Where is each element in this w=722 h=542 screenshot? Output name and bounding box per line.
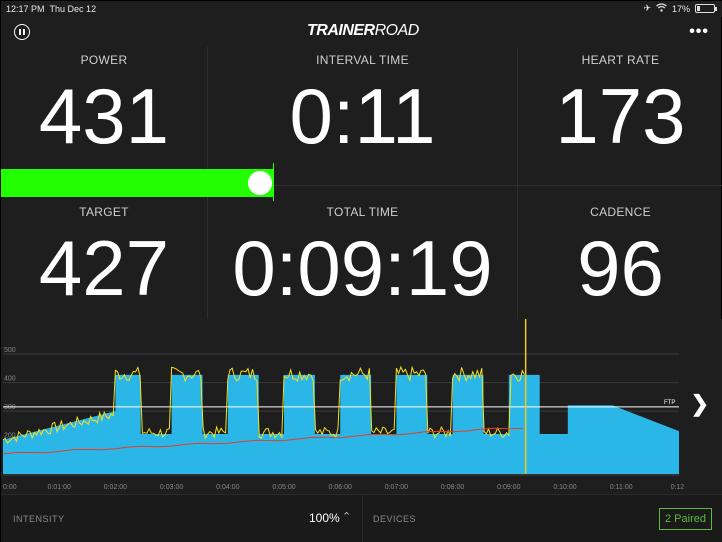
interval-time-label: INTERVAL TIME — [316, 53, 409, 67]
x-tick-label: 0:09:00 — [497, 484, 520, 491]
target-label: TARGET — [79, 205, 129, 219]
wifi-icon — [656, 3, 667, 14]
x-tick-label: 0:01:00 — [48, 484, 71, 491]
divider — [517, 47, 518, 319]
x-tick-label: 0:10:00 — [553, 484, 576, 491]
interval-time-metric: INTERVAL TIME 0:11 — [208, 53, 517, 155]
power-indicator-knob — [248, 171, 272, 195]
bottom-bar: INTENSITY 100% ⌃ DEVICES 2 Paired — [1, 494, 722, 542]
cadence-value: 96 — [577, 224, 664, 312]
x-tick-label: 0:00 — [3, 484, 17, 491]
paired-devices-button[interactable]: 2 Paired — [659, 508, 712, 530]
x-tick-label: 0:04:00 — [216, 484, 239, 491]
x-tick-label: 0:02:00 — [104, 484, 127, 491]
more-icon[interactable]: ••• — [689, 23, 709, 40]
status-right: ✈ 17% — [643, 3, 717, 14]
metrics-grid: POWER 431 INTERVAL TIME 0:11 HEART RATE … — [1, 47, 722, 319]
interval-time-value: 0:11 — [289, 72, 436, 160]
workout-profile-area — [3, 374, 679, 474]
heart-rate-label: HEART RATE — [581, 53, 660, 67]
x-tick-label: 0:05:00 — [272, 484, 295, 491]
target-metric: TARGET 427 — [1, 205, 207, 307]
power-target-bar — [1, 163, 274, 201]
total-time-metric: TOTAL TIME 0:09:19 — [208, 205, 517, 307]
y-tick-label: 500 — [4, 347, 16, 354]
workout-chart-svg: 500 400 300 200 FTP 0:00 0:01:00 0:02:00 0:03:00… — [2, 319, 685, 491]
heart-rate-value: 173 — [555, 72, 686, 160]
y-tick-label: 300 — [4, 404, 16, 411]
cadence-metric: CADENCE 96 — [518, 205, 722, 307]
airplane-icon: ✈ — [643, 3, 651, 13]
ftp-label: FTP — [664, 400, 675, 406]
workout-chart: 500 400 300 200 FTP 0:00 0:01:00 0:02:00 0:03:00… — [1, 319, 722, 494]
header: TRAINERROAD ••• — [1, 17, 722, 47]
power-label: POWER — [80, 53, 128, 67]
total-time-value: 0:09:19 — [232, 224, 493, 312]
cadence-label: CADENCE — [590, 205, 651, 219]
intensity-label: INTENSITY — [13, 514, 65, 524]
power-trace — [2, 365, 525, 444]
x-tick-label: 0:08:00 — [441, 484, 464, 491]
y-tick-label: 400 — [4, 376, 16, 383]
divider — [273, 185, 722, 186]
x-tick-label: 0:06:00 — [329, 484, 352, 491]
chevron-right-icon[interactable]: ❯ — [690, 391, 709, 416]
intensity-value[interactable]: 100% — [309, 511, 340, 525]
heart-rate-metric: HEART RATE 173 — [518, 53, 722, 155]
status-time: 12:17 PM Thu Dec 12 — [6, 4, 97, 14]
trainerroad-logo: TRAINERROAD — [307, 22, 419, 39]
heart-rate-trace — [2, 427, 523, 455]
status-bar: 12:17 PM Thu Dec 12 ✈ 17% — [1, 1, 722, 17]
x-tick-label: 0:03:00 — [160, 484, 183, 491]
power-value: 431 — [38, 72, 170, 160]
battery-percent: 17% — [671, 3, 690, 14]
devices-label: DEVICES — [373, 514, 417, 524]
x-tick-label: 0:11:00 — [610, 484, 633, 491]
total-time-label: TOTAL TIME — [326, 205, 399, 219]
x-tick-label: 0:12 — [671, 484, 685, 491]
y-tick-label: 200 — [4, 433, 16, 440]
x-tick-label: 0:07:00 — [385, 484, 408, 491]
chevron-up-icon[interactable]: ⌃ — [342, 511, 352, 523]
power-metric: POWER 431 — [1, 53, 207, 155]
power-target-tick — [273, 163, 274, 201]
divider — [362, 495, 363, 542]
target-value: 427 — [38, 224, 170, 312]
battery-icon — [695, 4, 717, 13]
pause-icon[interactable] — [14, 24, 30, 40]
